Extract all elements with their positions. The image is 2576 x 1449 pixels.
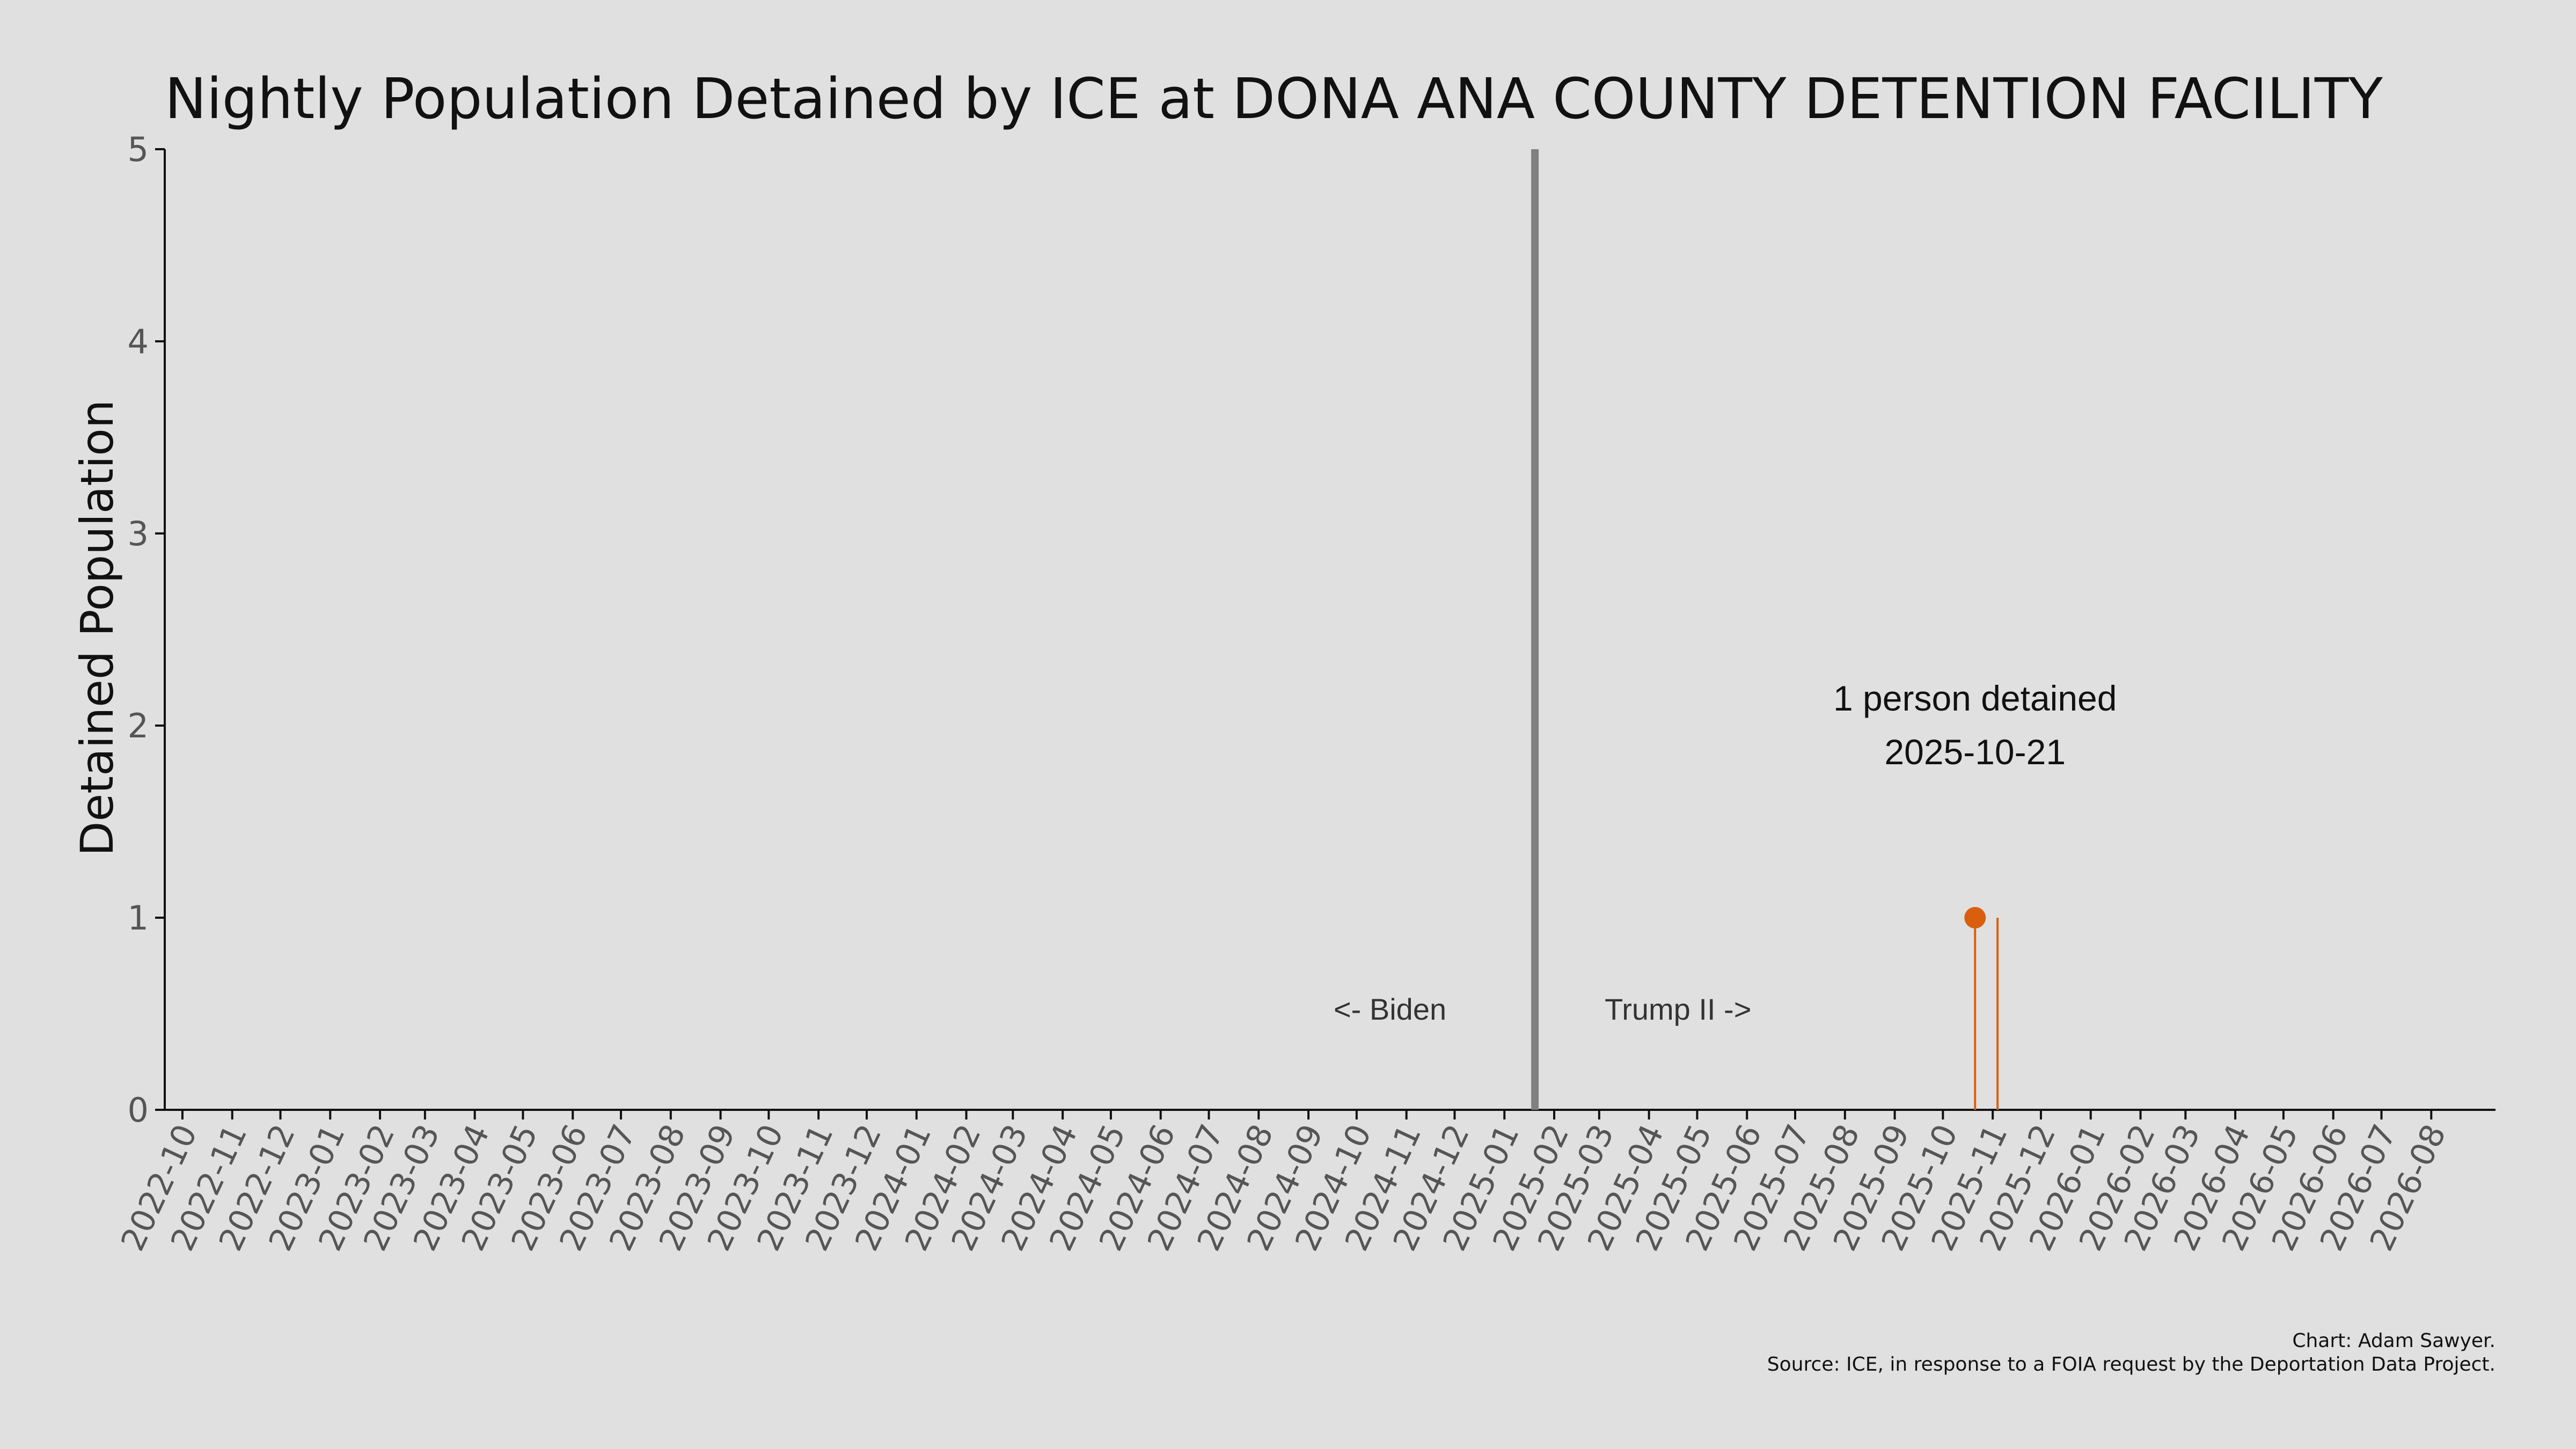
credit-author: Chart: Adam Sawyer.	[2292, 1330, 2496, 1352]
y-tick-label: 4	[128, 322, 149, 361]
divider-label-left: <- Biden	[1334, 992, 1446, 1026]
divider-label-right: Trump II ->	[1605, 992, 1751, 1026]
y-tick-label: 3	[128, 514, 149, 553]
credit-source: Source: ICE, in response to a FOIA reque…	[1767, 1353, 2496, 1375]
y-tick-label: 0	[128, 1091, 149, 1130]
chart-title: Nightly Population Detained by ICE at DO…	[165, 66, 2383, 131]
y-axis-label: Detained Population	[71, 400, 123, 856]
y-tick-label: 1	[128, 898, 149, 938]
annotation-line-1: 1 person detained	[1833, 678, 2117, 718]
plot-area: 0123452022-102022-112022-122023-012023-0…	[114, 130, 2496, 1257]
y-tick-label: 5	[128, 130, 149, 169]
annotation-line-2: 2025-10-21	[1884, 732, 2066, 772]
highlight-point	[1964, 907, 1986, 928]
y-tick-label: 2	[128, 706, 149, 745]
